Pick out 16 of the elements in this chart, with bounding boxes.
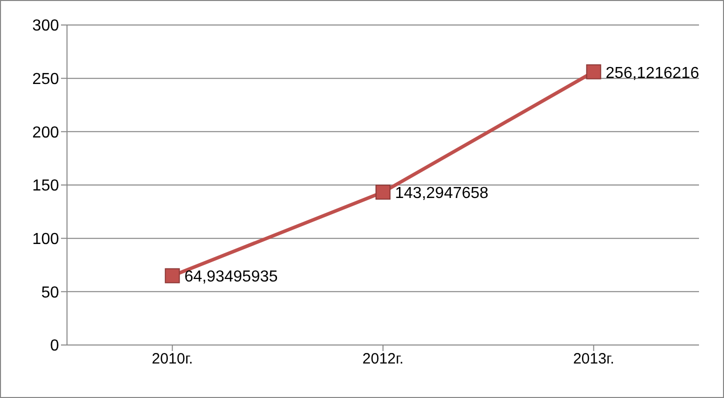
- y-tick-label: 250: [32, 71, 60, 88]
- y-tick-label: 0: [50, 338, 60, 355]
- y-tick-label: 300: [32, 18, 60, 35]
- y-tick-label: 100: [32, 231, 60, 248]
- y-tick-label: 50: [41, 284, 60, 302]
- x-tick-label: 2013г.: [573, 350, 614, 368]
- point: [586, 64, 602, 80]
- y-tick-label: 150: [32, 178, 60, 195]
- y-tick-label: 200: [32, 124, 60, 142]
- point: [376, 184, 390, 200]
- data-label: 64,93495935: [184, 268, 278, 286]
- x-tick-label: 2012г.: [362, 350, 404, 368]
- x-tick-label: 2010г.: [152, 350, 193, 368]
- data-label: 143,2947658: [395, 185, 489, 202]
- point: [164, 268, 180, 284]
- data-label: 256,1216216: [606, 64, 700, 82]
